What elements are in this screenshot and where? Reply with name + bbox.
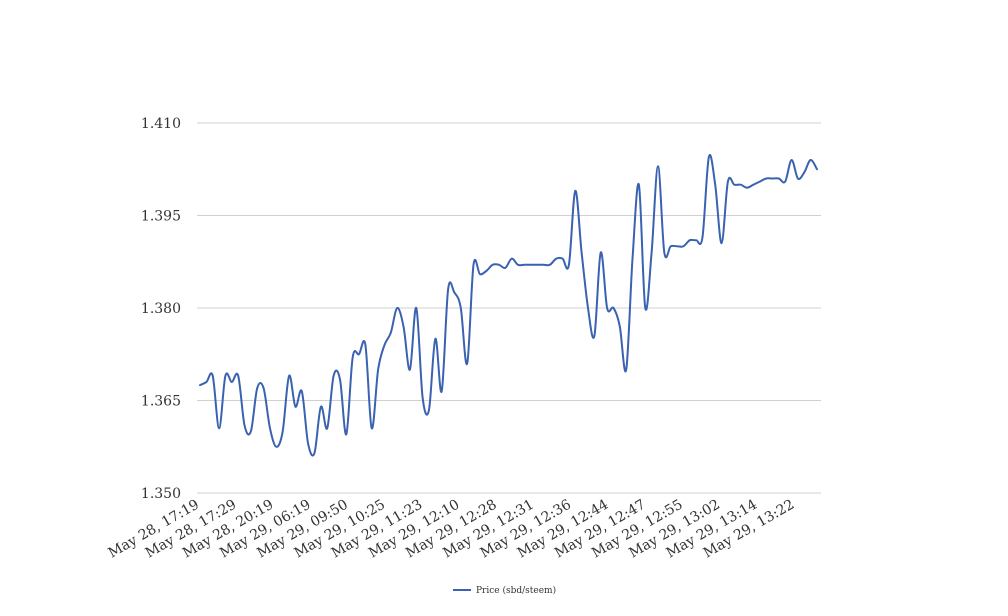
y-tick-label: 1.395: [141, 209, 181, 225]
gridlines: [197, 122, 821, 494]
y-tick-label: 1.380: [141, 301, 181, 317]
y-axis-tick-labels: 1.350 1.365 1.380 1.395 1.410: [141, 116, 181, 502]
y-tick-label: 1.410: [141, 116, 181, 132]
y-tick-label: 1.350: [141, 486, 181, 502]
series-layer: [199, 154, 818, 457]
legend: Price (sbd/steem): [453, 585, 556, 596]
legend-label: Price (sbd/steem): [476, 585, 556, 596]
y-tick-label: 1.365: [141, 394, 181, 410]
series-line-price: [199, 154, 818, 457]
